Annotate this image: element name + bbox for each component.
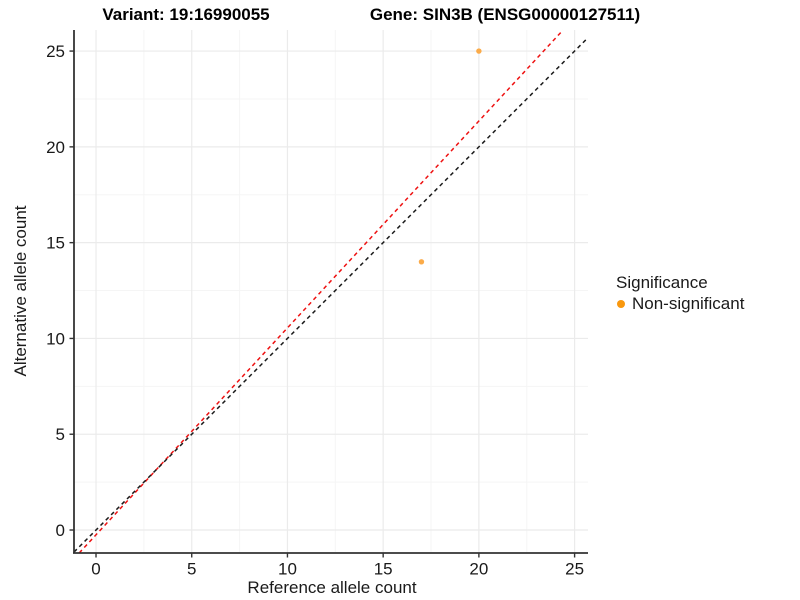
- x-tick-label: 0: [91, 560, 100, 579]
- x-tick-label: 10: [278, 560, 297, 579]
- plot-title-variant: Variant: 19:16990055: [102, 5, 270, 24]
- legend-item-label: Non-significant: [632, 294, 745, 313]
- x-tick-label: 25: [565, 560, 584, 579]
- plot-title-gene: Gene: SIN3B (ENSG00000127511): [369, 5, 641, 24]
- x-axis-title: Reference allele count: [247, 578, 417, 597]
- legend-title: Significance: [616, 273, 708, 292]
- y-axis-title: Alternative allele count: [11, 205, 30, 377]
- y-tick-label: 15: [46, 234, 65, 253]
- y-tick-label: 5: [56, 425, 65, 444]
- identity-line: [73, 37, 589, 553]
- y-tick-label: 20: [46, 138, 65, 157]
- data-point: [418, 259, 425, 265]
- x-tick-label: 20: [469, 560, 488, 579]
- legend-key-dot: [617, 300, 625, 308]
- y-tick-label: 25: [46, 42, 65, 61]
- x-tick-label: 15: [374, 560, 393, 579]
- legend-item-non-significant: Non-significant: [616, 295, 744, 313]
- y-tick-label: 0: [56, 521, 65, 540]
- y-tick-label: 10: [46, 329, 65, 348]
- legend: Significance Non-significant: [616, 273, 744, 313]
- x-tick-label: 5: [187, 560, 196, 579]
- data-point: [476, 48, 482, 54]
- fit-line: [78, 29, 564, 554]
